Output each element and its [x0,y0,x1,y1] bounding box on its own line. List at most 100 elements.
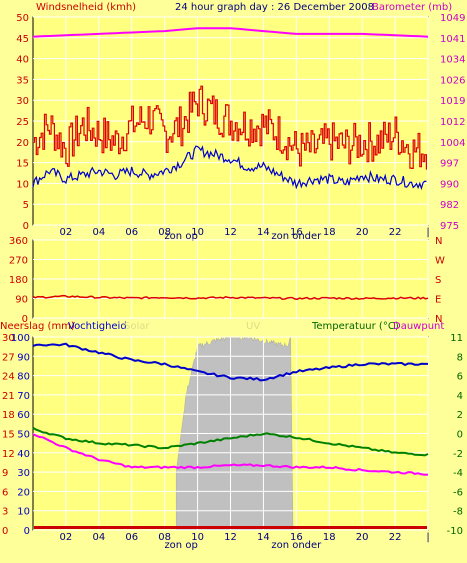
x-tick-label: 06 [125,227,138,238]
barometer-tick-label: 1034 [440,55,465,66]
dewpoint-axis-label: Dauwpunt [393,321,444,332]
temperature-tick-label: 11 [450,333,463,344]
direction-tick-label: 270 [9,256,28,267]
direction-tick-label: 0 [22,314,28,325]
sunset-label: zon onder [271,540,322,551]
x-tick-label: 20 [356,532,369,543]
x-tick-label: 22 [389,227,402,238]
wind-tick-label: 25 [16,117,29,128]
rain-tick-label: 24 [2,372,15,383]
rain-tick-label: 18 [2,410,15,421]
compass-label: N [435,314,442,325]
rain-axis-label: Neerslag (mm) [0,321,75,332]
rain-tick-label: 6 [2,487,8,498]
humidity-tick-label: 30 [17,468,30,479]
wind-average-series [32,145,427,191]
humidity-tick-label: 10 [17,507,30,518]
wind-tick-label: 50 [16,13,29,24]
sunset-label: zon onder [271,231,322,242]
x-tick-label: 20 [356,227,369,238]
barometer-tick-label: 997 [440,159,459,170]
barometer-tick-label: 1012 [440,117,465,128]
rain-tick-label: 12 [2,449,15,460]
humidity-tick-label: 50 [17,430,30,441]
rain-tick-label: 9 [2,468,8,479]
wind-tick-label: 45 [16,34,29,45]
wind-tick-label: 20 [16,138,29,149]
temperature-axis-label: Temperatuur (°C) [311,321,399,332]
wind-axis-label: Windsnelheid (kmh) [36,2,136,13]
humidity-tick-label: 100 [11,333,30,344]
humidity-tick-label: 20 [17,487,30,498]
wind-tick-label: 10 [16,179,29,190]
rain-tick-label: 30 [2,333,15,344]
direction-tick-label: 180 [9,275,28,286]
temperature-tick-label: 0 [457,430,463,441]
compass-label: E [435,295,441,306]
humidity-tick-label: 60 [17,410,30,421]
direction-tick-label: 360 [9,236,28,247]
direction-tick-label: 90 [15,295,28,306]
x-tick-label: 16 [290,227,303,238]
temperature-tick-label: -6 [453,487,463,498]
x-tick-label: 04 [92,532,105,543]
rain-tick-label: 15 [2,430,15,441]
temperature-series [32,427,429,457]
rain-tick-label: 3 [2,507,8,518]
temperature-tick-label: 6 [457,372,463,383]
solar-axis-label: Solar [124,321,150,332]
x-tick-label: | [426,532,429,543]
x-tick-label: 18 [323,532,336,543]
temperature-tick-label: -8 [453,507,463,518]
x-tick-label: 14 [257,532,270,543]
chart-title: 24 hour graph day : 26 December 2008 [175,2,374,13]
x-tick-label: 08 [158,532,171,543]
x-tick-label: 06 [125,532,138,543]
wind-direction-series [32,294,429,301]
uv-axis-label: UV [246,321,260,332]
temperature-tick-label: 8 [457,352,463,363]
barometer-series [32,27,429,38]
sunrise-label: zon op [164,540,197,551]
x-tick-label: 18 [323,227,336,238]
rain-series [34,526,427,529]
compass-label: W [435,256,445,267]
rain-tick-label: 0 [2,526,8,537]
compass-label: N [435,236,442,247]
barometer-tick-label: 975 [440,221,459,232]
barometer-tick-label: 1026 [440,75,465,86]
humidity-tick-label: 80 [17,372,30,383]
temperature-tick-label: 2 [457,410,463,421]
temperature-tick-label: 4 [457,391,463,402]
wind-tick-label: 40 [16,55,29,66]
x-tick-label: 22 [389,532,402,543]
barometer-tick-label: 990 [440,179,459,190]
x-tick-label: 12 [224,532,237,543]
wind-tick-label: 15 [16,159,29,170]
wind-tick-label: 30 [16,96,29,107]
x-tick-label: 10 [191,532,204,543]
sunrise-label: zon op [164,231,197,242]
wind-gust-series [33,85,427,170]
humidity-tick-label: 0 [24,526,30,537]
x-tick-label: 10 [191,227,204,238]
x-tick-label: 02 [60,227,73,238]
wind-tick-label: 0 [23,221,29,232]
humidity-axis-label: Vochtigheid [68,321,127,332]
x-tick-label: | [426,227,429,238]
x-tick-label: 08 [158,227,171,238]
barometer-tick-label: 1041 [440,34,465,45]
x-tick-label: 04 [92,227,105,238]
compass-label: S [435,275,441,286]
wind-tick-label: 35 [16,75,29,86]
barometer-tick-label: 1019 [440,96,465,107]
x-tick-label: 02 [60,532,73,543]
wind-tick-label: 5 [23,200,29,211]
barometer-tick-label: 982 [440,200,459,211]
humidity-tick-label: 90 [17,352,30,363]
humidity-series [32,342,428,382]
rain-tick-label: 27 [2,352,15,363]
barometer-tick-label: 1049 [440,13,465,24]
